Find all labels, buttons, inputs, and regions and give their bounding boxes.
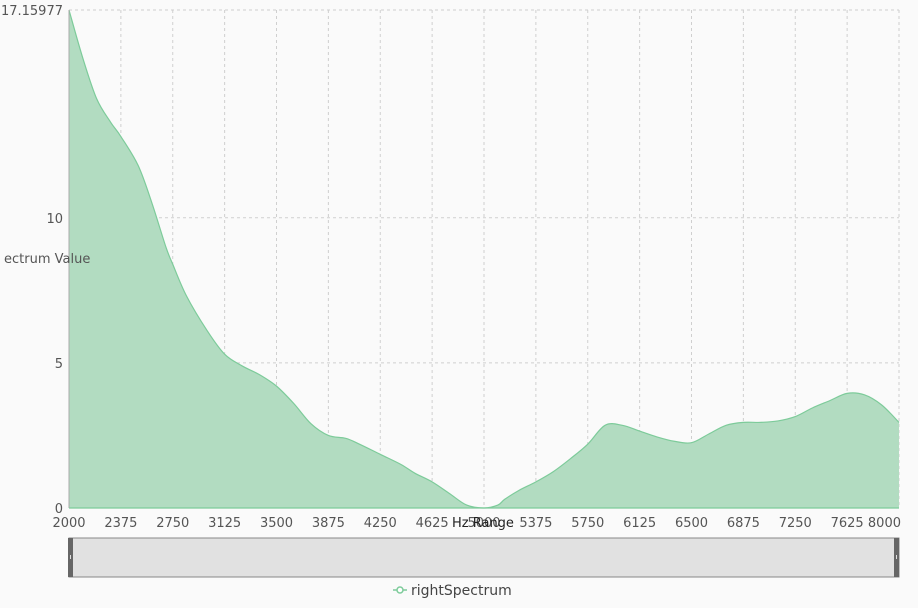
legend-label[interactable]: rightSpectrum [411,583,512,599]
x-tick-label: 5750 [571,516,604,531]
x-tick-label: 7250 [779,516,812,531]
x-tick-label: 2000 [52,516,85,531]
x-tick-label: 2375 [104,516,137,531]
x-tick-label: 5000 [467,516,500,531]
axes: 2000 2375 2750 3125 3500 3875 4250 4625 5000 5375… [1,4,901,531]
y-tick-label: 0 [55,502,63,517]
x-tick-label: 6875 [727,516,760,531]
x-tick-label: 3125 [208,516,241,531]
x-tick-label: 6125 [623,516,656,531]
series-area-fill [69,9,899,509]
range-grip-right [896,555,897,559]
x-tick-label: 8000 [868,516,901,531]
x-tick-label: 4250 [364,516,397,531]
x-tick-label: 4625 [416,516,449,531]
x-tick-label: 3875 [312,516,345,531]
x-tick-label: 2750 [156,516,189,531]
grid [69,9,900,508]
x-tick-label: 6500 [675,516,708,531]
range-navigator[interactable] [68,537,900,578]
y-axis-label: ectrum Value [4,252,90,267]
x-axis-label: Hz Range [452,516,514,531]
x-tick-label: 7625 [831,516,864,531]
y-tick-label: 10 [46,212,63,227]
y-tick-label: 17.15977 [1,4,63,19]
x-tick-label: 3500 [260,516,293,531]
y-tick-label: 5 [55,357,63,372]
legend-marker-icon [396,586,404,594]
range-grip-left [70,555,71,559]
range-track[interactable] [68,537,900,578]
x-tick-label: 5375 [519,516,552,531]
legend[interactable]: rightSpectrum [393,583,512,599]
